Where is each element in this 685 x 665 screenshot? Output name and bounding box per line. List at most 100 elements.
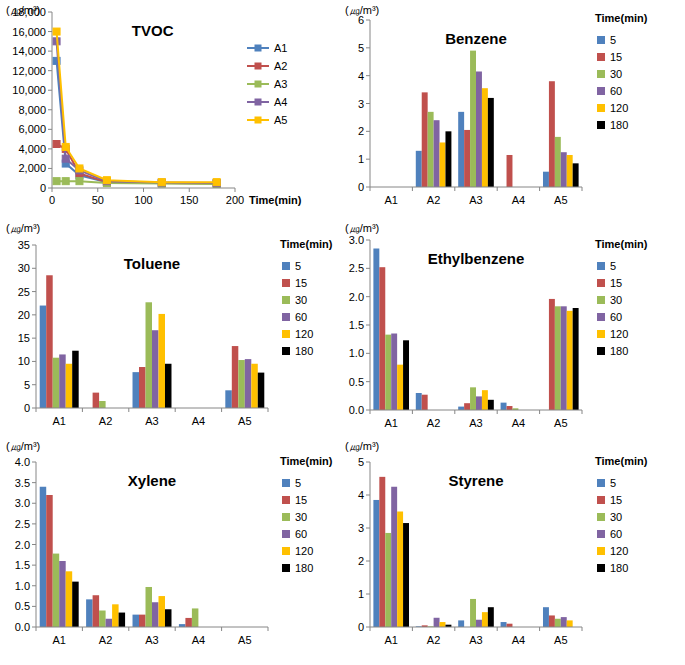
bar: [555, 619, 561, 627]
y-tick-label: 0.5: [349, 376, 364, 388]
x-tick: [268, 627, 269, 631]
y-tick: [366, 627, 370, 628]
y-tick-label: 1.0: [349, 347, 364, 359]
x-tick: [497, 187, 498, 191]
legend-swatch: [282, 547, 290, 555]
x-tick-label: A4: [512, 634, 525, 646]
x-tick-label: A5: [238, 634, 251, 646]
y-tick: [32, 245, 36, 246]
y-tick: [48, 90, 52, 91]
bar: [379, 267, 385, 410]
bar: [573, 308, 579, 410]
x-tick: [539, 187, 540, 191]
y-tick-label: 2: [358, 555, 364, 567]
y-tick-label: 2.0: [349, 291, 364, 303]
y-tick: [32, 338, 36, 339]
y-tick: [366, 353, 370, 354]
bar: [158, 596, 164, 627]
legend-swatch: [597, 70, 605, 78]
series-marker: [213, 180, 220, 187]
x-tick-label: A2: [427, 417, 440, 429]
legend-label: 60: [610, 528, 622, 540]
bar: [72, 582, 78, 627]
y-tick: [32, 544, 36, 545]
y-tick: [32, 627, 36, 628]
x-tick: [454, 627, 455, 631]
x-tick-label: A4: [192, 634, 205, 646]
x-tick: [189, 188, 190, 192]
x-tick-label: A3: [469, 194, 482, 206]
legend-swatch: [282, 296, 290, 304]
legend-swatch: [597, 313, 605, 321]
legend-title: Time(min): [595, 455, 648, 467]
chart-title: Toluene: [124, 255, 180, 272]
y-tick: [32, 291, 36, 292]
y-axis-label: (㎍/m³): [6, 440, 40, 452]
legend-swatch: [597, 564, 605, 572]
bar: [72, 351, 78, 408]
x-tick: [582, 187, 583, 191]
legend-swatch: [597, 53, 605, 61]
y-axis-line: [52, 12, 53, 188]
y-tick: [32, 361, 36, 362]
bar: [488, 607, 494, 627]
bar: [567, 620, 573, 627]
bar: [549, 81, 555, 187]
x-tick: [497, 627, 498, 631]
y-axis-label: (㎍/m³): [6, 222, 40, 234]
y-tick-label: 0.0: [349, 404, 364, 416]
y-tick: [366, 528, 370, 529]
x-tick-label: A2: [427, 194, 440, 206]
y-tick: [32, 585, 36, 586]
bar: [434, 120, 440, 187]
series-marker: [76, 165, 83, 172]
x-tick-label: A4: [512, 194, 525, 206]
legend-label: 180: [295, 562, 313, 574]
bar: [258, 373, 264, 408]
legend-label: 15: [295, 277, 307, 289]
y-tick-label: 0: [24, 402, 30, 414]
y-tick-label: 5: [358, 42, 364, 54]
x-tick: [175, 408, 176, 412]
y-tick: [366, 296, 370, 297]
bar: [470, 51, 476, 187]
bar: [46, 275, 52, 408]
bar: [139, 367, 145, 408]
chart-panel: (㎍/m³)02,0004,0006,0008,00010,00012,0001…: [6, 4, 302, 206]
y-tick-label: 20: [18, 309, 30, 321]
y-axis-line: [36, 245, 37, 408]
bar: [165, 609, 171, 627]
bar: [416, 151, 422, 187]
y-tick: [32, 503, 36, 504]
legend-swatch: [282, 279, 290, 287]
legend-label: 5: [610, 260, 616, 272]
x-tick-label: A3: [145, 415, 158, 427]
legend-swatch: [282, 530, 290, 538]
bar: [86, 599, 92, 627]
bar: [53, 358, 59, 408]
x-axis-line: [36, 408, 268, 409]
bar: [99, 611, 105, 628]
series-marker: [53, 141, 60, 148]
bar: [59, 354, 65, 408]
bar: [488, 98, 494, 187]
bar: [555, 306, 561, 410]
bar: [146, 587, 152, 627]
x-tick: [454, 410, 455, 414]
bar: [397, 365, 403, 410]
x-tick: [82, 627, 83, 631]
y-tick-label: 4: [358, 70, 364, 82]
x-axis-line: [370, 627, 582, 628]
x-tick-label: A3: [469, 417, 482, 429]
x-tick: [36, 627, 37, 631]
bar: [66, 364, 72, 408]
x-axis-line: [36, 627, 268, 628]
legend-swatch: [597, 547, 605, 555]
bar: [458, 407, 464, 410]
bar: [543, 172, 549, 187]
y-tick: [48, 51, 52, 52]
bar: [112, 604, 118, 627]
y-tick-label: 10,000: [12, 84, 46, 96]
bar: [476, 71, 482, 187]
series-marker: [62, 143, 69, 150]
